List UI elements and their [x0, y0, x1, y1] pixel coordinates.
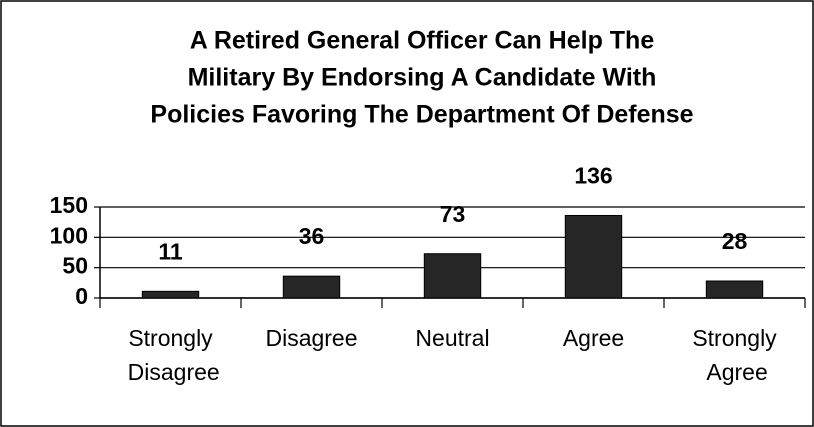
y-tick-label: 0: [75, 283, 88, 309]
data-label: 73: [440, 201, 466, 227]
chart-title: A Retired General Officer Can Help The Mi…: [150, 27, 693, 129]
x-tick-label: Strongly Agree: [692, 325, 777, 385]
x-tick-label: Agree: [563, 325, 624, 351]
title-line: A Retired General Officer Can Help The: [190, 27, 655, 55]
bar: [282, 275, 341, 299]
data-label: 136: [574, 163, 612, 189]
title-line: Policies Favoring The Department Of Defe…: [150, 101, 693, 129]
x-tick-label: Disagree: [265, 325, 357, 351]
data-label: 11: [158, 238, 183, 264]
bar: [564, 214, 623, 299]
y-tick-label: 100: [50, 222, 88, 248]
x-tick-label: Neutral: [415, 325, 489, 351]
y-tick-label: 150: [50, 192, 88, 218]
data-label: 36: [299, 223, 325, 249]
x-tick-label: Strongly Disagree: [121, 325, 219, 385]
y-tick-label: 50: [62, 253, 88, 279]
bar: [141, 290, 200, 299]
title-line: Military By Endorsing A Candidate With: [188, 64, 657, 92]
data-label: 28: [722, 228, 748, 254]
bar: [423, 253, 482, 299]
bar: [705, 280, 764, 299]
